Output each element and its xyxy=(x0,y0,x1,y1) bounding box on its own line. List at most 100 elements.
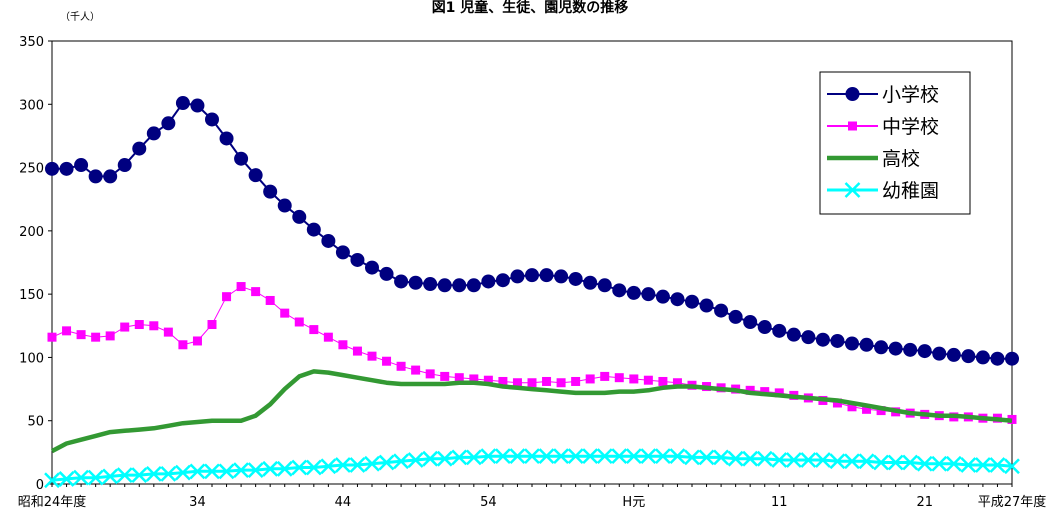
data-point xyxy=(481,274,496,289)
data-point xyxy=(903,342,918,357)
data-point xyxy=(643,375,653,385)
data-point xyxy=(452,278,467,293)
x-tick-label: 21 xyxy=(916,495,933,510)
data-point xyxy=(76,330,86,340)
x-tick-label: 44 xyxy=(335,495,352,510)
legend-label: 中学校 xyxy=(882,116,939,138)
data-point xyxy=(454,373,464,383)
data-point xyxy=(756,450,773,467)
data-point xyxy=(845,336,859,351)
data-point xyxy=(975,350,990,365)
data-point xyxy=(629,374,639,384)
data-point xyxy=(102,468,119,485)
x-tick-label: 54 xyxy=(480,495,497,510)
data-point xyxy=(600,371,610,381)
data-point xyxy=(902,454,919,471)
data-point xyxy=(248,168,263,183)
y-tick-label: 100 xyxy=(19,351,44,366)
data-point xyxy=(873,454,889,471)
data-point xyxy=(832,398,842,408)
data-point xyxy=(888,341,903,356)
data-point xyxy=(74,158,89,173)
data-point xyxy=(73,469,89,486)
data-point xyxy=(670,292,685,307)
x-tick-label: 34 xyxy=(189,495,206,510)
data-point xyxy=(47,332,57,342)
data-point xyxy=(437,278,452,293)
data-point xyxy=(277,198,292,213)
data-point xyxy=(349,457,366,473)
data-point xyxy=(134,320,144,330)
data-point xyxy=(760,387,770,397)
data-point xyxy=(815,452,831,468)
data-point xyxy=(786,327,801,342)
data-point xyxy=(338,340,348,350)
data-point xyxy=(309,325,319,335)
data-point xyxy=(160,465,177,482)
data-point xyxy=(960,457,977,473)
data-point xyxy=(945,455,962,472)
data-point xyxy=(116,467,133,484)
data-point xyxy=(641,287,656,302)
data-point xyxy=(425,369,435,379)
data-point xyxy=(931,455,948,472)
data-point xyxy=(745,385,755,395)
data-point xyxy=(251,287,261,297)
data-point xyxy=(743,314,758,329)
data-point xyxy=(568,271,583,286)
data-point xyxy=(190,98,205,113)
data-point xyxy=(265,295,275,305)
data-point xyxy=(352,346,362,356)
data-point xyxy=(407,452,424,468)
data-point xyxy=(91,332,101,342)
data-point xyxy=(655,289,670,304)
data-point xyxy=(451,449,468,466)
data-point xyxy=(829,453,846,470)
data-point xyxy=(684,449,700,466)
data-point xyxy=(62,326,72,336)
y-tick-label: 350 xyxy=(19,35,44,50)
data-point xyxy=(495,273,510,288)
data-point xyxy=(146,126,161,141)
data-point xyxy=(524,448,540,465)
data-point xyxy=(280,308,290,318)
data-point xyxy=(88,169,103,184)
data-point xyxy=(713,449,729,466)
data-point xyxy=(204,463,220,480)
data-point xyxy=(323,332,333,342)
x-tick-label: 昭和24年度 xyxy=(18,494,87,510)
data-point xyxy=(862,404,872,414)
data-point xyxy=(771,452,788,468)
data-point xyxy=(612,283,627,298)
data-point xyxy=(772,323,787,338)
data-point xyxy=(294,317,304,327)
data-point xyxy=(669,448,686,465)
data-point xyxy=(365,260,379,275)
data-point xyxy=(509,448,526,465)
data-point xyxy=(120,322,130,332)
data-point xyxy=(525,268,539,283)
data-point xyxy=(757,320,772,335)
data-point xyxy=(625,448,642,465)
data-point xyxy=(87,469,104,486)
data-point xyxy=(145,465,162,482)
data-point xyxy=(859,337,874,352)
series-1 xyxy=(45,96,1019,366)
data-point xyxy=(527,378,537,388)
data-point xyxy=(247,462,264,478)
data-point xyxy=(495,448,511,465)
data-point xyxy=(408,275,423,290)
data-point xyxy=(465,449,482,466)
data-point xyxy=(975,457,991,473)
data-point xyxy=(830,333,845,348)
data-point xyxy=(728,309,743,324)
data-point xyxy=(480,448,497,465)
data-point xyxy=(335,457,351,473)
data-point xyxy=(192,336,202,346)
data-point xyxy=(320,458,337,475)
data-point xyxy=(698,449,715,466)
data-point xyxy=(815,332,830,347)
data-point xyxy=(510,269,525,284)
data-point xyxy=(699,298,714,313)
